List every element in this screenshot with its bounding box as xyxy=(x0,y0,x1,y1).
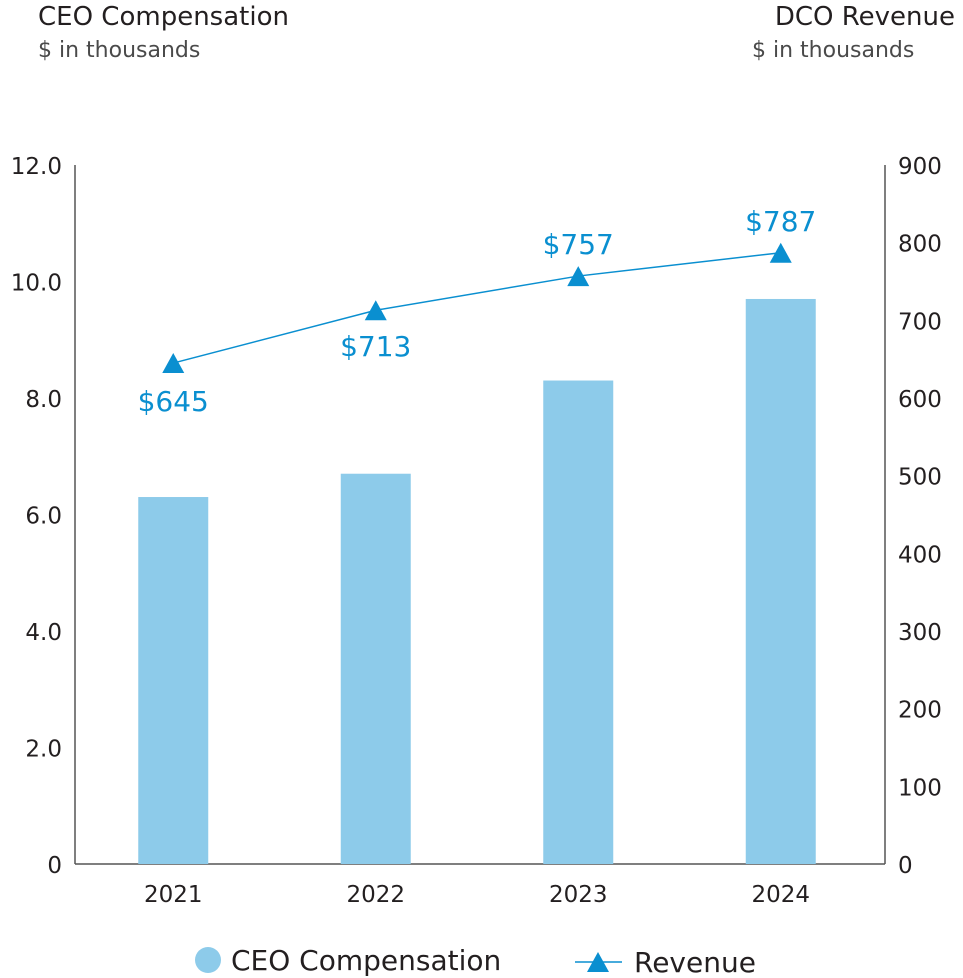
x-tick-label: 2023 xyxy=(549,882,608,908)
right-tick-label: 700 xyxy=(898,309,942,335)
right-tick-label: 300 xyxy=(898,620,942,646)
right-tick-label: 800 xyxy=(898,232,942,258)
left-axis-title: CEO Compensation xyxy=(38,2,289,32)
right-tick-label: 500 xyxy=(898,465,942,491)
right-axis-title: DCO Revenue xyxy=(774,2,955,32)
left-tick-label: 2.0 xyxy=(25,737,62,763)
right-tick-label: 900 xyxy=(898,154,942,180)
revenue-data-label: $787 xyxy=(745,205,816,238)
left-tick-label: 10.0 xyxy=(11,271,62,297)
revenue-data-label: $713 xyxy=(340,330,411,363)
legend-label-ceo-compensation: CEO Compensation xyxy=(231,944,501,977)
left-axis-subtitle: $ in thousands xyxy=(38,38,201,63)
x-tick-label: 2024 xyxy=(751,882,810,908)
revenue-data-label: $757 xyxy=(543,228,614,261)
left-tick-label: 12.0 xyxy=(11,154,62,180)
right-axis-subtitle: $ in thousands xyxy=(752,38,915,63)
legend-marker-revenue-triangle xyxy=(587,952,609,972)
right-tick-label: 200 xyxy=(898,698,942,724)
left-tick-label: 6.0 xyxy=(25,504,62,530)
left-tick-label: 4.0 xyxy=(25,620,62,646)
revenue-line xyxy=(173,252,781,364)
left-tick-label: 8.0 xyxy=(25,387,62,413)
revenue-marker-triangle xyxy=(769,242,792,263)
x-tick-label: 2022 xyxy=(346,882,405,908)
left-tick-label: 0 xyxy=(47,853,62,879)
bar-ceo-compensation xyxy=(138,497,209,864)
right-tick-label: 0 xyxy=(898,853,913,879)
right-tick-label: 400 xyxy=(898,542,942,568)
legend-label-revenue: Revenue xyxy=(634,946,756,978)
legend-marker-ceo-compensation xyxy=(195,947,221,973)
revenue-marker-triangle xyxy=(567,266,590,287)
revenue-marker-triangle xyxy=(364,300,387,321)
right-tick-label: 600 xyxy=(898,387,942,413)
revenue-data-label: $645 xyxy=(138,385,209,418)
bar-ceo-compensation xyxy=(340,473,411,864)
bar-ceo-compensation xyxy=(745,298,816,865)
bar-ceo-compensation xyxy=(543,380,614,864)
right-tick-label: 100 xyxy=(898,775,942,801)
x-tick-label: 2021 xyxy=(144,882,203,908)
revenue-marker-triangle xyxy=(162,353,185,374)
